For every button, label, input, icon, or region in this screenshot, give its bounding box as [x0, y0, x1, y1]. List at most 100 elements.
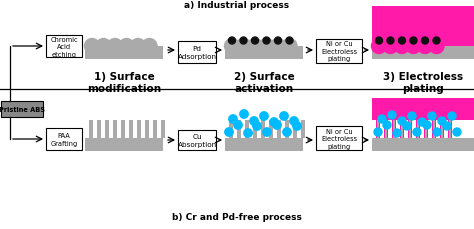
Bar [161, 120, 165, 138]
Circle shape [438, 117, 446, 125]
Bar [440, 120, 444, 138]
Circle shape [263, 38, 270, 45]
Circle shape [96, 39, 111, 54]
Text: 1) Surface
modification: 1) Surface modification [87, 72, 161, 93]
Circle shape [271, 39, 285, 54]
Bar [448, 120, 452, 138]
Circle shape [247, 39, 263, 54]
Circle shape [418, 39, 432, 54]
Bar [400, 120, 404, 138]
Circle shape [433, 128, 441, 136]
Circle shape [398, 117, 406, 125]
Circle shape [421, 38, 428, 45]
Circle shape [273, 121, 281, 130]
Text: Pd
Adsorption: Pd Adsorption [177, 46, 217, 60]
Bar [372, 47, 474, 60]
Bar [269, 120, 273, 138]
Circle shape [372, 39, 386, 54]
Circle shape [240, 38, 247, 45]
Circle shape [228, 38, 236, 45]
Circle shape [253, 122, 261, 131]
Circle shape [399, 38, 405, 45]
Bar [237, 120, 241, 138]
Circle shape [240, 110, 248, 119]
Bar [316, 40, 362, 64]
Bar [409, 120, 411, 138]
Circle shape [418, 118, 426, 126]
Circle shape [428, 112, 436, 120]
Text: PAA
Grafting: PAA Grafting [50, 133, 78, 146]
Circle shape [293, 122, 301, 131]
Circle shape [270, 118, 278, 127]
Text: b) Cr and Pd-free process: b) Cr and Pd-free process [172, 212, 302, 221]
Bar [225, 138, 303, 151]
Bar [293, 120, 297, 138]
Circle shape [130, 39, 146, 54]
Bar [229, 120, 233, 138]
Circle shape [236, 39, 251, 54]
Circle shape [394, 39, 410, 54]
Bar [113, 120, 117, 138]
Bar [392, 120, 396, 138]
Bar [301, 120, 305, 138]
Text: Cu
Absorption: Cu Absorption [177, 134, 217, 147]
Bar [408, 120, 412, 138]
Bar [225, 47, 303, 60]
Bar [432, 120, 436, 138]
Bar [425, 120, 427, 138]
Text: Pristine ABS: Pristine ABS [0, 106, 45, 112]
Circle shape [443, 123, 451, 131]
Text: 2) Surface
activation: 2) Surface activation [234, 72, 294, 93]
Circle shape [244, 129, 252, 138]
Circle shape [263, 128, 271, 137]
Circle shape [290, 117, 298, 126]
Bar [424, 120, 428, 138]
Bar [178, 42, 216, 64]
Bar [449, 120, 451, 138]
Circle shape [383, 39, 398, 54]
Bar [46, 36, 82, 58]
Circle shape [410, 38, 417, 45]
Bar [46, 128, 82, 150]
Text: Ni or Cu
Electroless
plating: Ni or Cu Electroless plating [321, 128, 357, 149]
Bar [285, 120, 289, 138]
Circle shape [448, 112, 456, 120]
Circle shape [84, 39, 100, 54]
Circle shape [229, 115, 237, 124]
Circle shape [252, 38, 258, 45]
Bar [97, 120, 101, 138]
Circle shape [406, 39, 421, 54]
Circle shape [225, 39, 239, 54]
Bar [372, 98, 474, 120]
Bar [393, 120, 395, 138]
Bar [385, 120, 387, 138]
Circle shape [119, 39, 134, 54]
Bar [417, 120, 419, 138]
Bar [105, 120, 109, 138]
Bar [89, 120, 93, 138]
Bar [121, 120, 125, 138]
Circle shape [453, 128, 461, 136]
Bar [253, 120, 257, 138]
Bar [145, 120, 149, 138]
Circle shape [403, 123, 411, 131]
Circle shape [108, 39, 122, 54]
Bar [153, 120, 157, 138]
Bar [245, 120, 249, 138]
Bar [401, 120, 403, 138]
Circle shape [234, 121, 242, 130]
Circle shape [286, 38, 293, 45]
Bar [377, 120, 379, 138]
Circle shape [142, 39, 157, 54]
Circle shape [429, 39, 444, 54]
Circle shape [260, 112, 268, 121]
Text: Ni or Cu
Electroless
plating: Ni or Cu Electroless plating [321, 41, 357, 62]
Text: Chromic
Acid
etching: Chromic Acid etching [50, 36, 78, 57]
Circle shape [280, 112, 288, 121]
Circle shape [387, 38, 394, 45]
Circle shape [393, 129, 401, 137]
Circle shape [383, 121, 391, 129]
Circle shape [408, 112, 416, 120]
Bar [441, 120, 443, 138]
Bar [384, 120, 388, 138]
